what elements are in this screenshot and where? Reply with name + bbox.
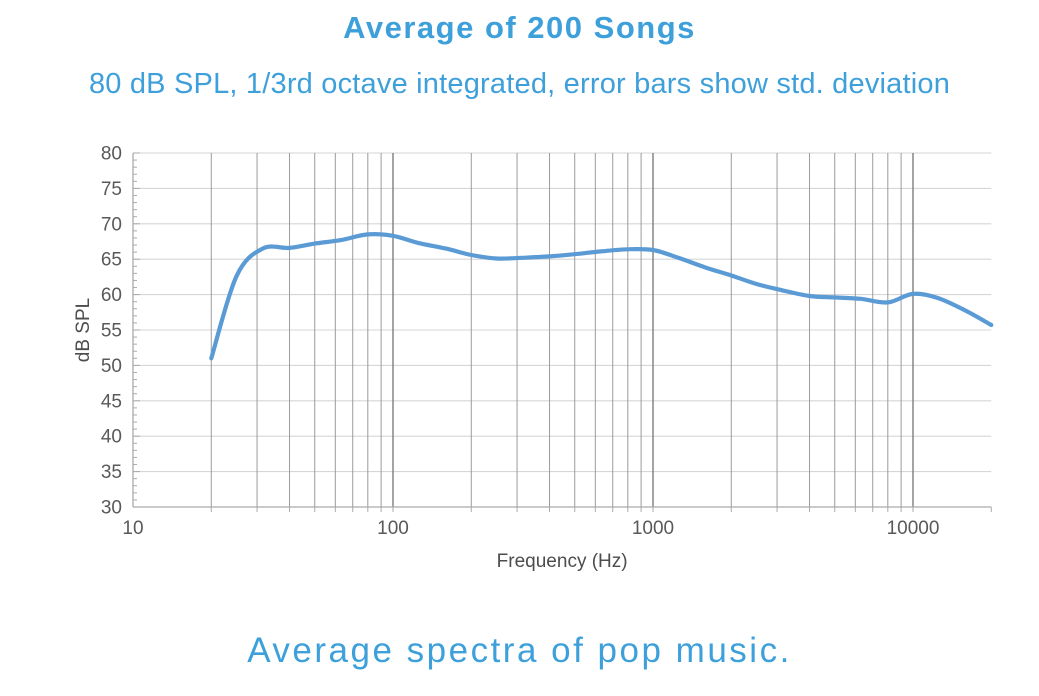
y-tick-label: 80 <box>101 144 122 165</box>
x-axis-title: Frequency (Hz) <box>497 551 628 572</box>
y-tick-label: 30 <box>101 498 122 519</box>
x-tick-label: 10000 <box>887 518 940 539</box>
x-tick-label: 10 <box>122 518 143 539</box>
spectrum-curve <box>209 232 994 361</box>
y-axis-title: dB SPL <box>73 298 94 362</box>
y-tick-label: 35 <box>101 462 122 483</box>
y-tick-label: 45 <box>101 391 122 412</box>
y-tick-label: 60 <box>101 285 122 306</box>
y-tick-label: 65 <box>101 250 122 271</box>
y-tick-label: 70 <box>101 214 122 235</box>
chart-subtitle: 80 dB SPL, 1/3rd octave integrated, erro… <box>88 68 951 100</box>
y-tick-label: 75 <box>101 179 122 200</box>
y-tick-label: 50 <box>101 356 122 377</box>
y-tick-label: 40 <box>101 427 122 448</box>
figure-caption: Average spectra of pop music. <box>247 631 792 670</box>
x-tick-label: 100 <box>377 518 409 539</box>
x-tick-label: 1000 <box>632 518 674 539</box>
chart-title: Average of 200 Songs <box>343 10 696 45</box>
spectrum-chart: 30 35 40 45 50 55 60 65 70 75 80 10 100 1000 10000 Freq… <box>73 144 994 572</box>
y-tick-label: 55 <box>101 321 122 342</box>
